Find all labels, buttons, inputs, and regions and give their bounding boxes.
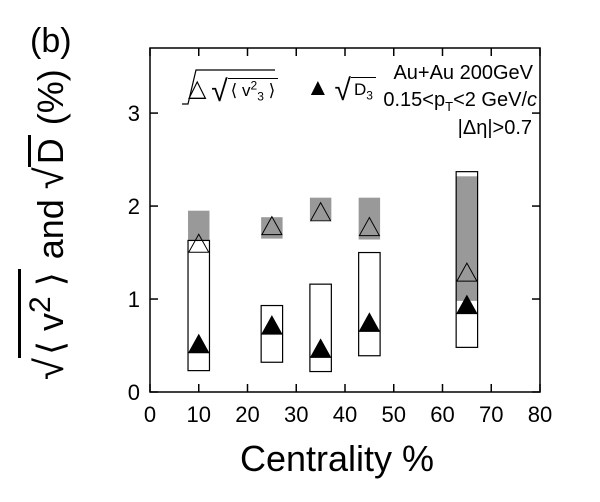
d3-syst-box bbox=[309, 283, 332, 373]
x-axis-label: Centrality % bbox=[240, 438, 435, 479]
v3-syst-band bbox=[188, 210, 210, 241]
legend-v3-term: ⟨ v23 ⟩ bbox=[227, 78, 279, 104]
d3-syst-box bbox=[358, 251, 381, 357]
x-tick-label: 20 bbox=[235, 402, 259, 427]
d3-syst-box bbox=[260, 304, 284, 363]
v3-syst-band bbox=[456, 176, 478, 301]
y-conjunction: and bbox=[30, 189, 71, 270]
pt-c: c bbox=[527, 89, 537, 111]
v3-syst-band bbox=[261, 217, 283, 239]
y-unit: (%) bbox=[30, 69, 71, 136]
legend-radical-d-icon: √ bbox=[334, 74, 351, 107]
d3-point bbox=[456, 294, 478, 315]
y-power: 2 bbox=[24, 296, 57, 313]
legend-radical-icon: √ bbox=[211, 75, 228, 108]
y-bracket-close: ⟩ bbox=[30, 272, 71, 297]
annotation-eta: |Δη|>0.7 bbox=[457, 117, 532, 139]
v3-point bbox=[309, 201, 332, 222]
pt-suffix: <2 GeV/ bbox=[453, 89, 527, 111]
v3-point bbox=[261, 215, 283, 236]
legend-v3-sup: 2 bbox=[250, 78, 258, 93]
legend-d3-sub: 3 bbox=[366, 88, 373, 103]
y-radical-d: √ bbox=[28, 167, 72, 190]
d3-syst-box bbox=[455, 171, 479, 348]
legend-d3-main: D bbox=[353, 80, 367, 99]
v3-syst-band bbox=[309, 197, 332, 220]
legend-filled-triangle-icon: ▲ bbox=[306, 74, 330, 101]
y-tick-label: 1 bbox=[128, 287, 140, 312]
legend-v3-main: ⟨ v bbox=[230, 81, 251, 100]
x-tick-label: 40 bbox=[333, 402, 357, 427]
d3-point bbox=[358, 312, 381, 332]
y-v-term: ⟨ v2 ⟩ bbox=[18, 269, 71, 359]
pt-sub: T bbox=[445, 99, 454, 114]
y-bracket-open: ⟨ v bbox=[30, 313, 71, 356]
v3-point bbox=[358, 216, 381, 237]
legend-entry-v3: △ √ ⟨ v23 ⟩ bbox=[188, 74, 279, 109]
d3-syst-box bbox=[187, 239, 211, 372]
v3-point bbox=[456, 262, 478, 282]
x-tick-label: 0 bbox=[144, 402, 156, 427]
d3-point bbox=[261, 315, 283, 335]
legend-v3-sub: 3 bbox=[257, 89, 264, 104]
panel-label: (b) bbox=[30, 22, 72, 60]
pt-prefix: 0.15<p bbox=[383, 89, 446, 111]
y-tick-label: 3 bbox=[128, 101, 140, 126]
x-tick-label: 30 bbox=[284, 402, 308, 427]
y-tick-label: 2 bbox=[128, 194, 140, 219]
y-tick-label: 0 bbox=[128, 380, 140, 405]
annotation-system: Au+Au 200GeV bbox=[393, 62, 533, 84]
v3-syst-band bbox=[358, 197, 381, 240]
legend-open-triangle-icon: △ bbox=[188, 75, 207, 102]
x-tick-label: 10 bbox=[187, 402, 211, 427]
d3-point bbox=[309, 338, 332, 358]
y-radical-v: √ bbox=[28, 358, 72, 380]
x-tick-label: 50 bbox=[382, 402, 406, 427]
x-tick-label: 80 bbox=[528, 402, 552, 427]
legend-radical-line bbox=[182, 69, 275, 105]
v3-point bbox=[187, 233, 210, 253]
y-d-term: D bbox=[28, 135, 71, 168]
legend-entry-d3: ▲ √ D3 bbox=[306, 74, 376, 108]
annotation-pt-range: 0.15<pT<2 GeV/c bbox=[383, 89, 537, 114]
x-tick-label: 70 bbox=[479, 402, 503, 427]
legend-d3-term: D3 bbox=[350, 77, 376, 103]
x-tick-label: 60 bbox=[430, 402, 454, 427]
d3-point bbox=[187, 333, 210, 354]
y-axis-label: √⟨ v2 ⟩ and √D (%) bbox=[18, 0, 78, 380]
legend-v3-close: ⟩ bbox=[263, 81, 276, 100]
